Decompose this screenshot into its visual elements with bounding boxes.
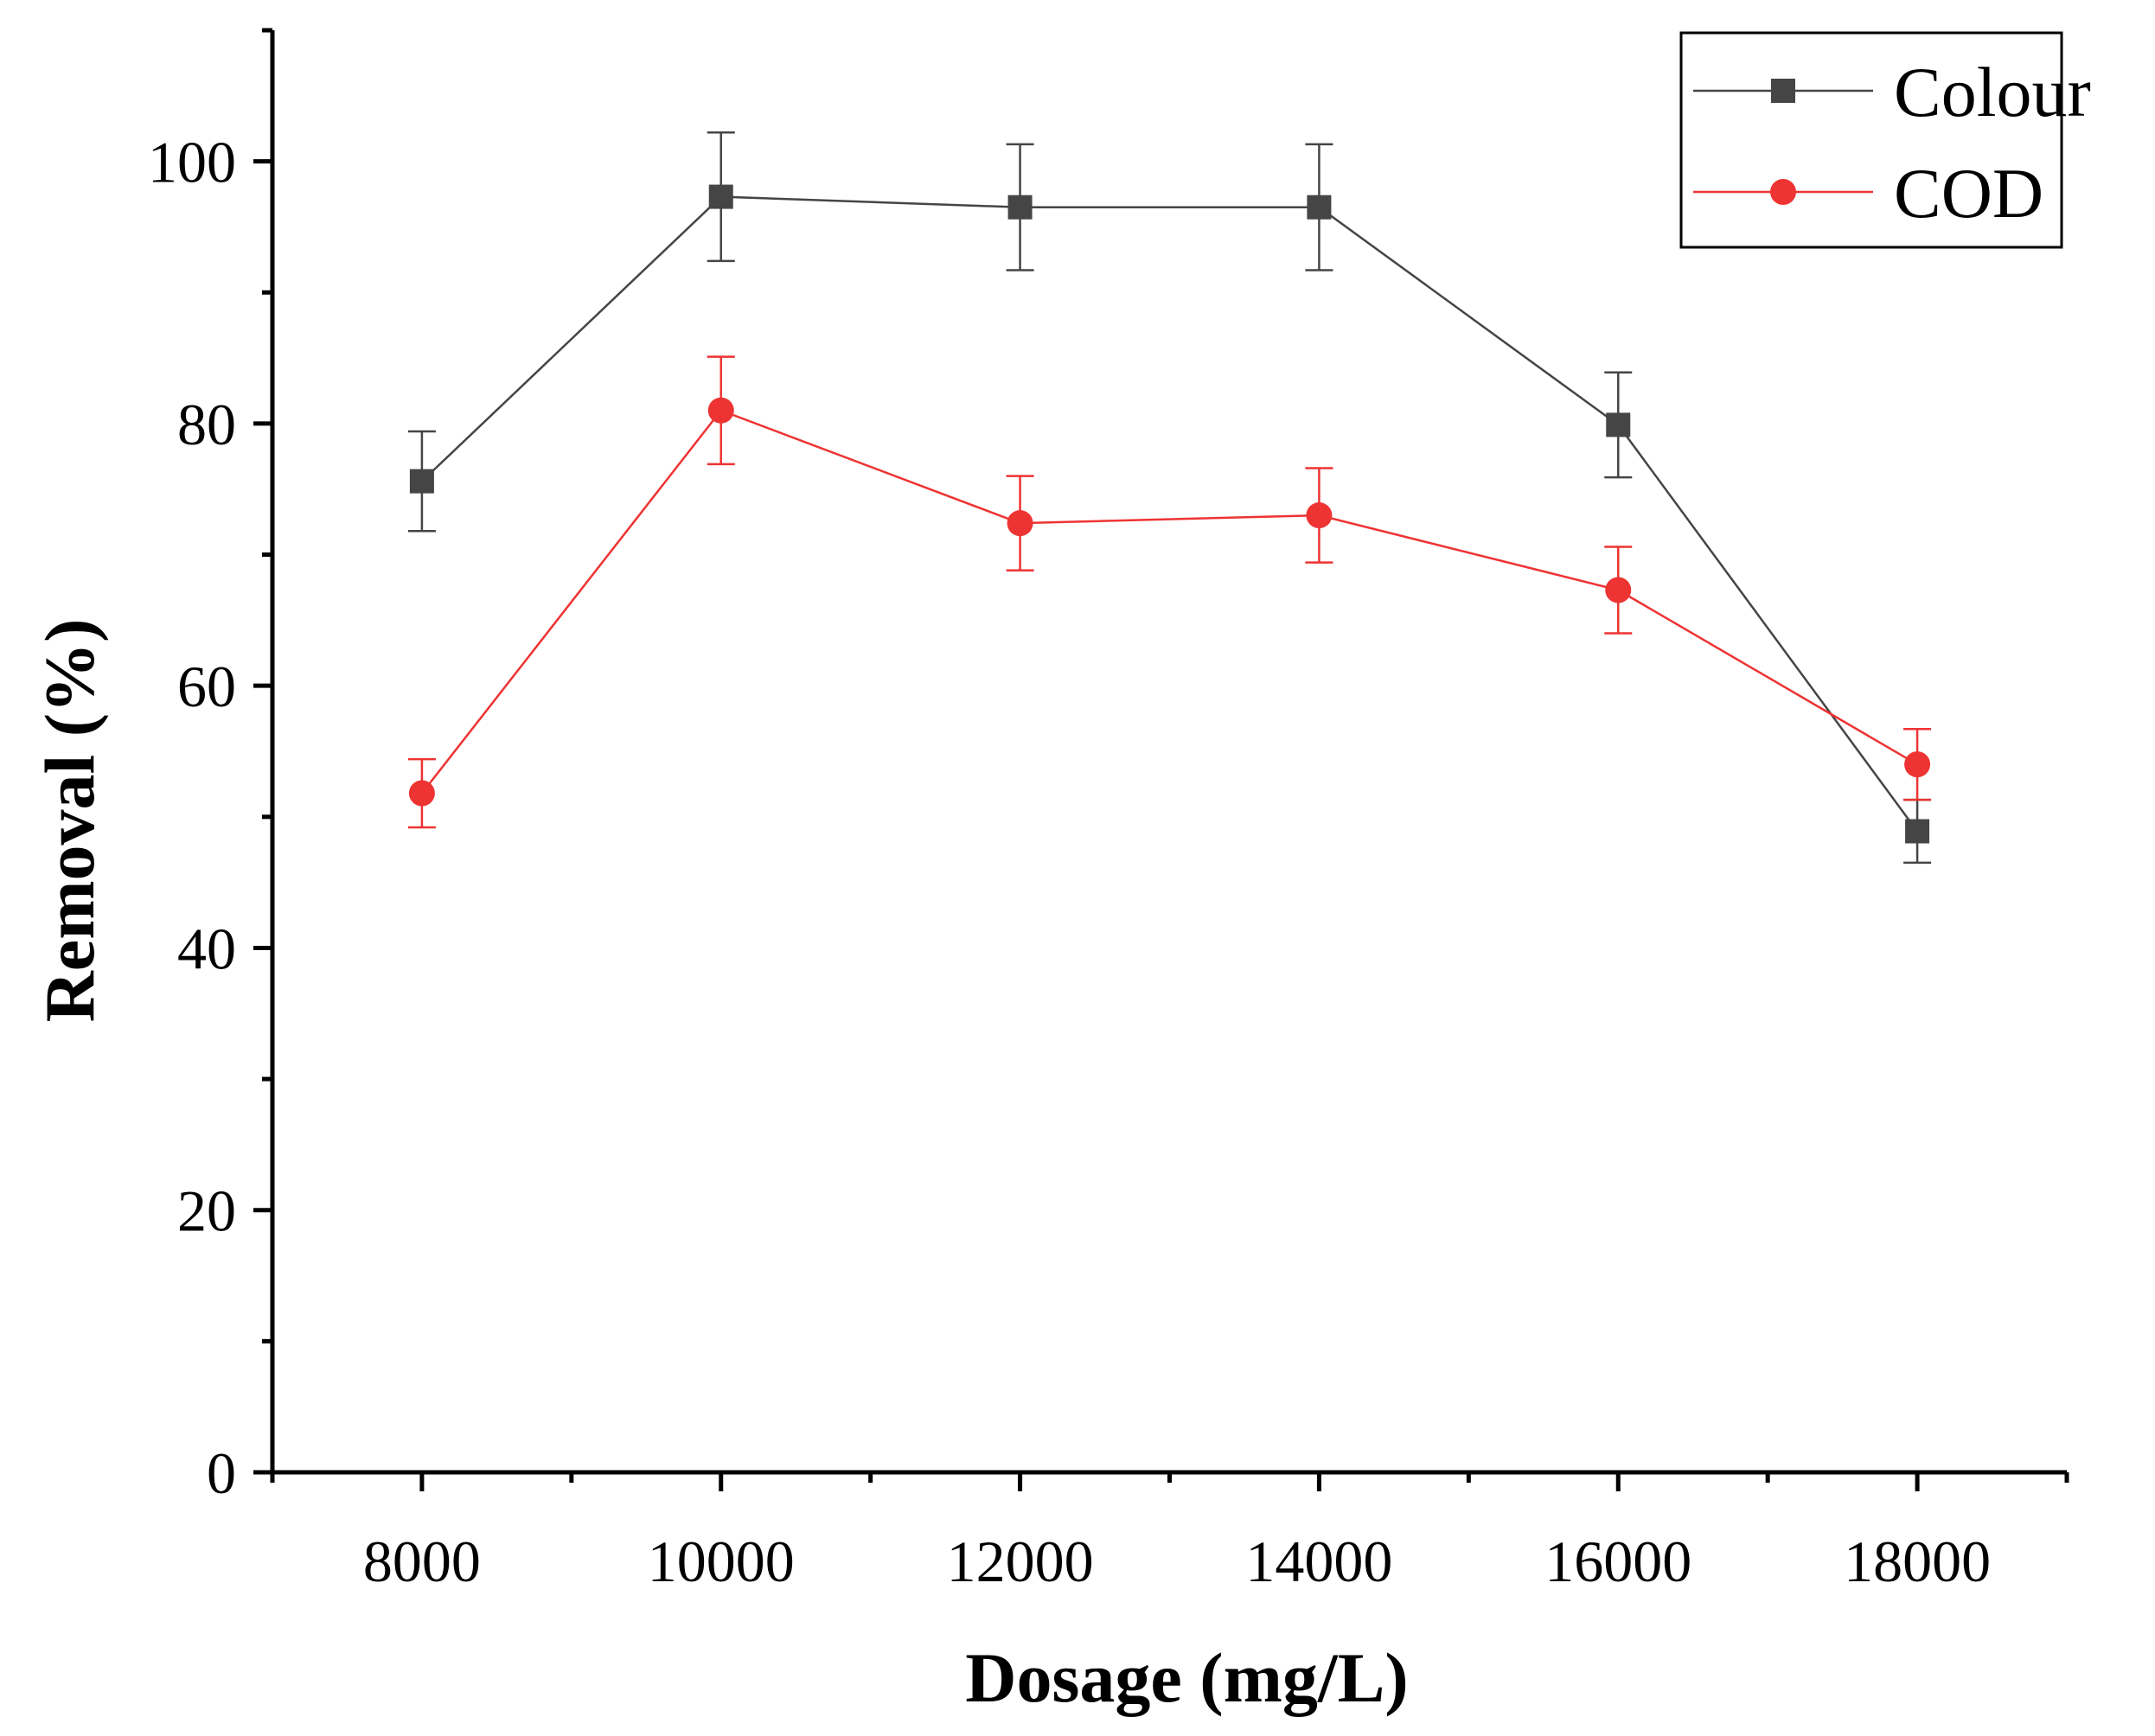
y-tick-label: 60 [177, 654, 236, 719]
series-line-cod [420, 409, 1918, 795]
data-point-colour [708, 184, 733, 209]
data-point-colour [1606, 412, 1631, 437]
axes: 0 20 40 60 80 100 8000 10000 12000 14000 16000 1800… [148, 28, 2069, 1594]
y-tick-label: 40 [177, 916, 236, 981]
x-tick-label: 16000 [1544, 1529, 1691, 1594]
x-tick-label: 10000 [648, 1529, 795, 1594]
legend-marker-colour [1771, 79, 1795, 103]
data-point-cod [1605, 577, 1632, 603]
data-point-colour [409, 469, 434, 494]
data-point-cod [1007, 510, 1033, 537]
x-tick-label: 18000 [1844, 1529, 1991, 1594]
data-point-colour [1307, 195, 1332, 220]
legend: Colour COD [1679, 31, 2091, 249]
data-point-cod [408, 780, 435, 807]
series-line-colour [421, 195, 1919, 833]
x-tick-label: 12000 [947, 1529, 1094, 1594]
data-point-cod [1904, 751, 1931, 778]
data-point-colour [1905, 819, 1930, 844]
legend-box [1679, 31, 2063, 249]
series-cod [407, 355, 1932, 829]
legend-label-cod: COD [1894, 154, 2043, 233]
y-tick-label: 20 [177, 1178, 236, 1244]
data-point-cod [707, 397, 734, 424]
y-tick-label: 80 [177, 392, 236, 457]
y-tick-label: 100 [148, 130, 236, 195]
data-point-colour [1007, 195, 1033, 220]
x-axis-title: Dosage (mg/L) [965, 1638, 1408, 1717]
legend-label-colour: Colour [1894, 53, 2091, 131]
y-tick-label: 0 [207, 1440, 236, 1506]
y-axis-title: Removal (%) [30, 619, 109, 1023]
plot-area [407, 131, 1932, 865]
data-point-cod [1306, 502, 1333, 529]
legend-marker-cod [1770, 179, 1796, 205]
x-tick-label: 8000 [363, 1529, 481, 1594]
series-colour [407, 131, 1932, 865]
x-tick-label: 14000 [1245, 1529, 1392, 1594]
